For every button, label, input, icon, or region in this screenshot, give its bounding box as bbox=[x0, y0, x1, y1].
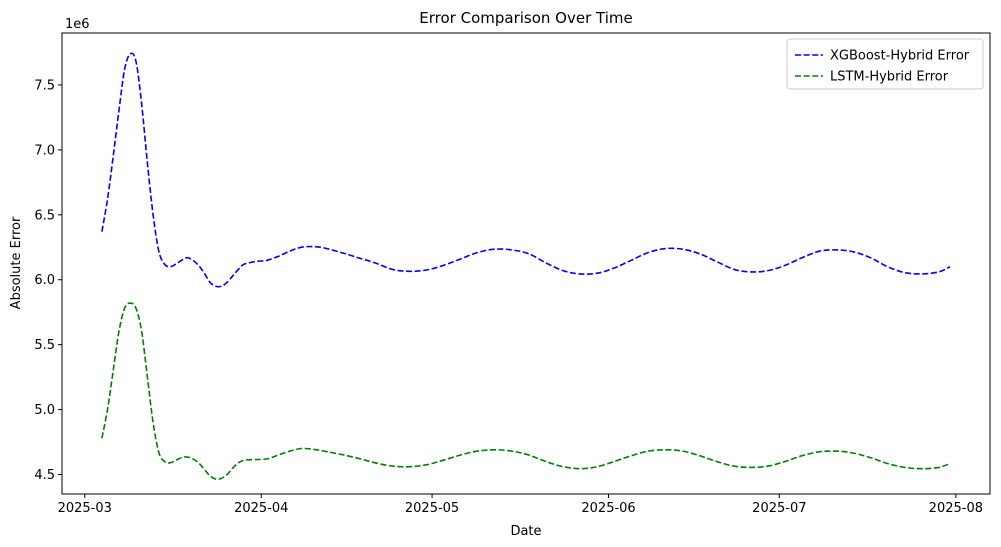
y-tick-label: 7.0 bbox=[34, 143, 55, 158]
y-tick-label: 6.5 bbox=[34, 208, 55, 223]
x-axis-label: Date bbox=[510, 524, 541, 539]
x-tick-label: 2025-07 bbox=[752, 501, 806, 516]
chart-title: Error Comparison Over Time bbox=[419, 9, 632, 27]
x-tick-label: 2025-06 bbox=[581, 501, 635, 516]
x-tick-label: 2025-04 bbox=[234, 501, 288, 516]
y-tick-label: 5.5 bbox=[34, 338, 55, 353]
plot-frame bbox=[61, 32, 991, 495]
y-tick-label: 7.5 bbox=[34, 78, 55, 93]
legend: XGBoost-Hybrid Error LSTM-Hybrid Error bbox=[786, 38, 984, 90]
x-tick-label: 2025-03 bbox=[58, 501, 112, 516]
y-axis: 4.5 5.0 5.5 6.0 6.5 7.0 7.5 bbox=[34, 78, 62, 483]
y-tick-label: 4.5 bbox=[34, 468, 55, 483]
series-line-1 bbox=[101, 302, 951, 481]
series-line-0 bbox=[101, 52, 951, 288]
y-multiplier-label: 1e6 bbox=[65, 17, 90, 32]
y-axis-label: Absolute Error bbox=[9, 216, 24, 309]
series-lines bbox=[101, 52, 951, 481]
legend-label: XGBoost-Hybrid Error bbox=[830, 49, 970, 64]
legend-box bbox=[786, 38, 984, 90]
y-tick-label: 5.0 bbox=[34, 403, 55, 418]
x-tick-label: 2025-05 bbox=[405, 501, 459, 516]
legend-label: LSTM-Hybrid Error bbox=[830, 70, 949, 85]
x-tick-label: 2025-08 bbox=[929, 501, 983, 516]
y-tick-label: 6.0 bbox=[34, 273, 55, 288]
x-axis: 2025-03 2025-04 2025-05 2025-06 2025-07 2025-… bbox=[58, 494, 983, 516]
